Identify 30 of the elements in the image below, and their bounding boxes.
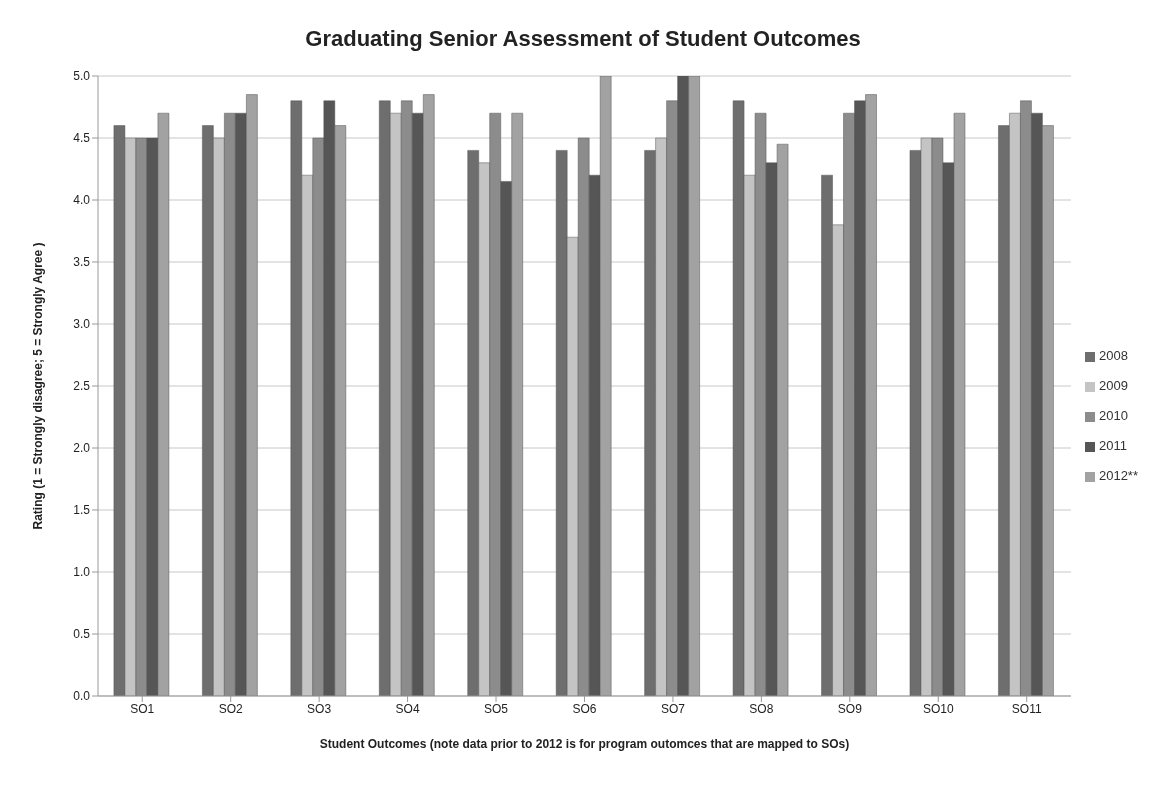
x-tick-label: SO9 bbox=[837, 701, 863, 716]
legend-label: 2009 bbox=[1098, 378, 1128, 393]
y-tick-label: 3.5 bbox=[73, 255, 91, 270]
y-tick-label: 0.5 bbox=[73, 627, 91, 642]
y-tick-label: 2.0 bbox=[73, 441, 91, 456]
y-tick-label: 1.0 bbox=[73, 565, 91, 580]
legend-label: 2012** bbox=[1098, 468, 1138, 483]
chart-title: Graduating Senior Assessment of Student Outcomes bbox=[304, 25, 862, 53]
x-axis-title: Student Outcomes (note data prior to 2012 is for program outomces that are mapped to SOs) bbox=[319, 737, 850, 751]
x-tick-label: SO5 bbox=[484, 701, 509, 716]
y-axis-title: Rating (1 = Strongly disagree; 5 = Strongly Agree ) bbox=[31, 242, 46, 530]
x-tick-label: SO7 bbox=[660, 701, 686, 716]
y-tick-label: 5.0 bbox=[73, 69, 91, 84]
legend-label: 2011 bbox=[1098, 438, 1127, 453]
x-tick-label: SO3 bbox=[307, 701, 332, 716]
y-tick-label: 3.0 bbox=[73, 317, 91, 332]
x-tick-label: SO8 bbox=[749, 701, 774, 716]
x-tick-label: SO4 bbox=[395, 701, 420, 716]
y-tick-label: 4.5 bbox=[73, 131, 91, 146]
x-tick-label: SO11 bbox=[1011, 701, 1042, 716]
x-tick-label: SO2 bbox=[218, 701, 244, 716]
y-tick-label: 4.0 bbox=[73, 193, 91, 208]
x-tick-label: SO10 bbox=[922, 701, 954, 716]
y-tick-label: 1.5 bbox=[73, 503, 91, 518]
x-tick-label: SO6 bbox=[572, 701, 597, 716]
legend-label: 2008 bbox=[1098, 348, 1128, 363]
x-tick-label: SO1 bbox=[130, 701, 155, 716]
y-tick-label: 2.5 bbox=[73, 379, 91, 394]
legend-label: 2010 bbox=[1098, 408, 1128, 423]
y-tick-label: 0.0 bbox=[73, 689, 91, 704]
